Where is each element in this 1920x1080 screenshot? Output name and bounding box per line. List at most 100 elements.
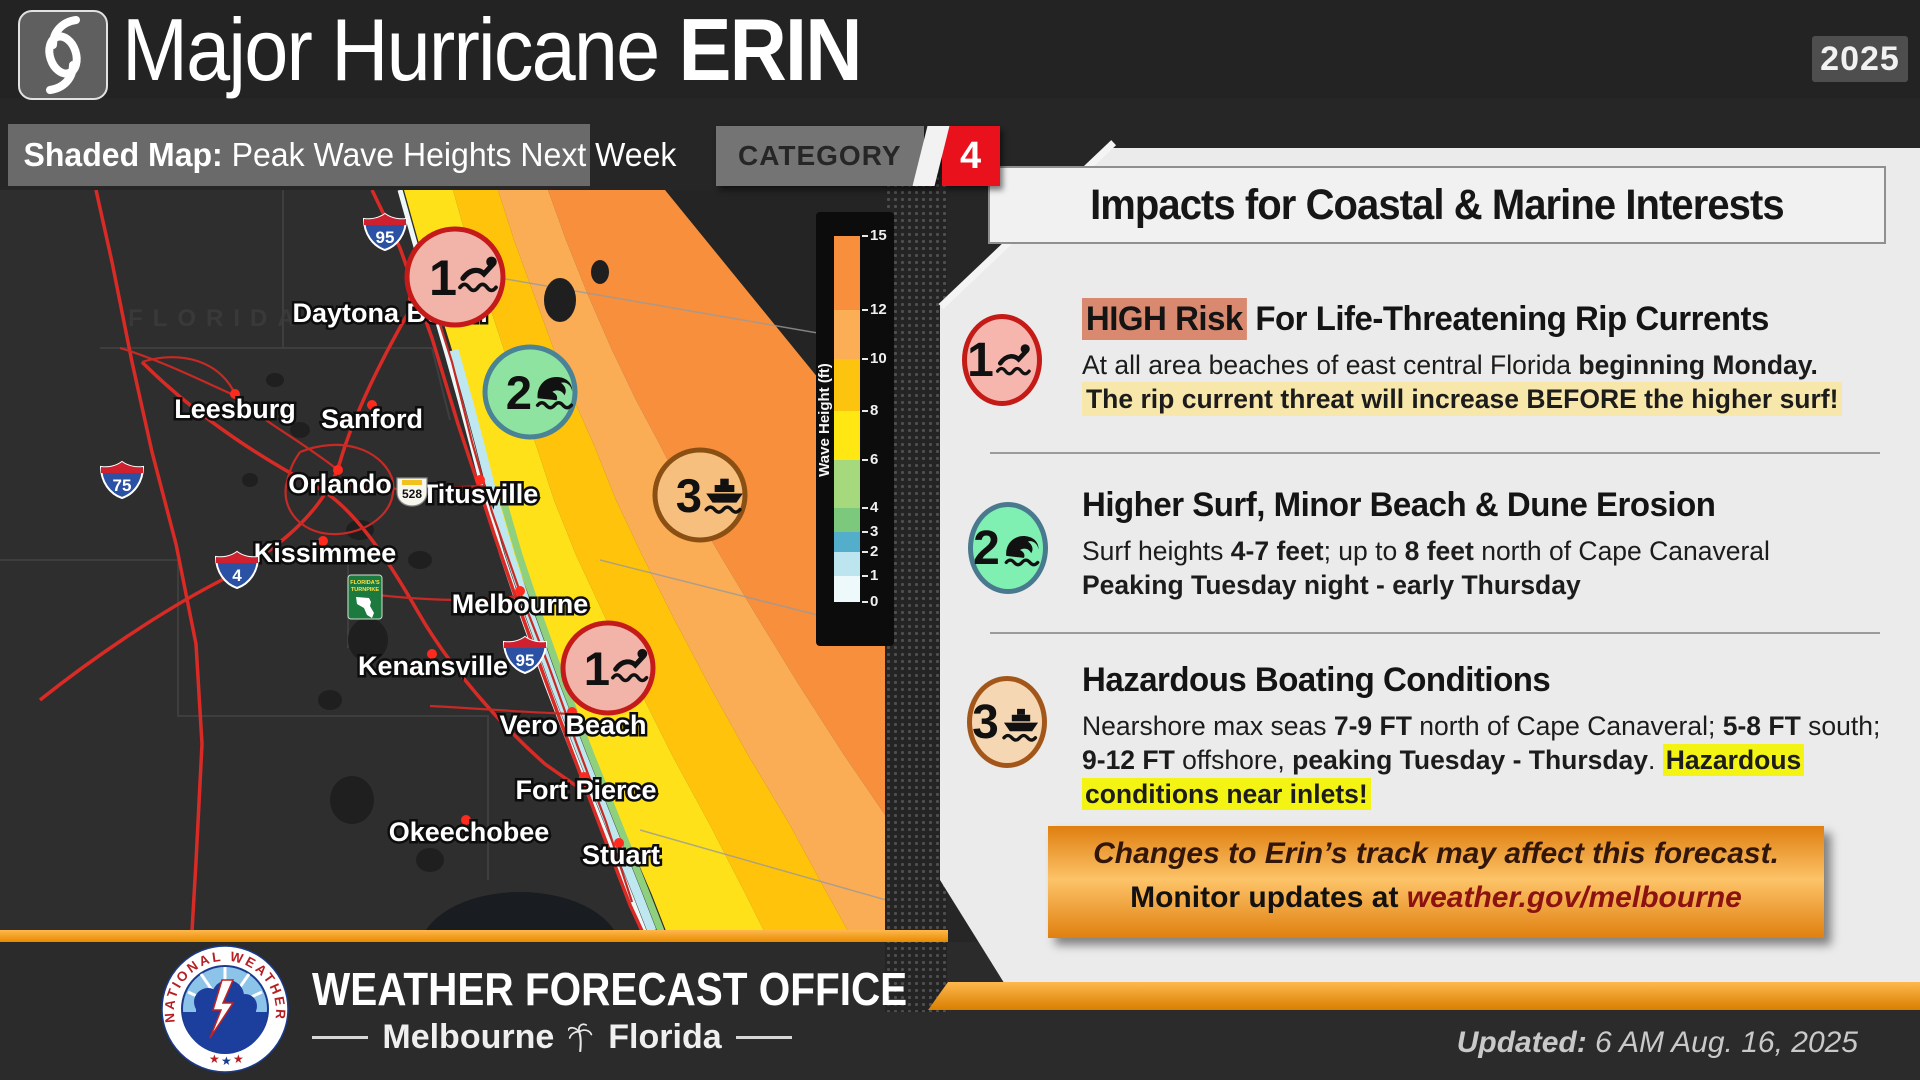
city-dot (475, 475, 485, 485)
city-dot (461, 815, 471, 825)
logo-star: ★ (233, 1052, 244, 1066)
city-dot (333, 465, 343, 475)
hurricane-icon (18, 10, 108, 100)
city-dot (614, 838, 624, 848)
legend-band (834, 508, 860, 532)
orange-bar-left (0, 930, 948, 942)
legend-tick: 2 (862, 543, 878, 560)
svg-text:FLORIDA'S: FLORIDA'S (350, 580, 380, 586)
office-city: Melbourne (382, 1018, 555, 1056)
svg-text:1: 1 (429, 249, 457, 306)
impact1-title: HIGH Risk For Life-Threatening Rip Curre… (1082, 298, 1769, 340)
weather-gov-link[interactable]: weather.gov/melbourne (1406, 881, 1742, 914)
category-label: CATEGORY (716, 126, 924, 186)
city-dot (367, 400, 377, 410)
header-bar (0, 0, 1920, 98)
city-label: Kissimmee (254, 538, 397, 568)
city-dot (515, 586, 525, 596)
svg-text:75: 75 (113, 476, 132, 495)
legend-band (834, 552, 860, 576)
map-marker-1: 1 (404, 226, 506, 328)
legend-band (834, 359, 860, 411)
city-dot (427, 649, 437, 659)
city-label: Kenansville (358, 651, 508, 681)
city-label: Melbourne (452, 589, 589, 619)
impact3-number: 3 (972, 695, 999, 749)
city-label: Titusville (422, 479, 539, 509)
legend-band (834, 460, 860, 508)
legend-band (834, 411, 860, 460)
route-shield: 95 (503, 636, 547, 674)
map-marker-3: 3 (652, 447, 748, 543)
route-shield: 95 (363, 213, 407, 251)
divider-1 (990, 452, 1880, 454)
city-label: Orlando (288, 469, 392, 499)
updated-timestamp: Updated: 6 AM Aug. 16, 2025 (1456, 1026, 1858, 1059)
panel-title: Impacts for Coastal & Marine Interests (1090, 180, 1785, 229)
advisory-box: Changes to Erin’s track may affect this … (1048, 826, 1824, 938)
map-marker-2: 2 (482, 344, 578, 440)
legend-colors (834, 236, 860, 602)
office-location: Melbourne Florida (312, 1018, 792, 1057)
route-shield: 4 (215, 551, 259, 589)
wave-icon (1001, 527, 1043, 569)
logo-star: ★ (209, 1052, 220, 1066)
impact3-text: Nearshore max seas 7-9 FT north of Cape … (1082, 711, 1881, 810)
city-label: Sanford (321, 404, 423, 434)
palm-tree-icon (568, 1023, 593, 1052)
city-label: Stuart (582, 840, 660, 870)
logo-star: ★ (221, 1054, 232, 1068)
legend-tick: 3 (862, 523, 878, 540)
legend-tick: 6 (862, 451, 878, 468)
route-shield: 75 (100, 461, 144, 499)
svg-text:528: 528 (402, 487, 422, 501)
city-dot (567, 707, 577, 717)
city-label: Vero Beach (499, 710, 646, 740)
impact-markers: 1 2 3 1 (404, 226, 748, 716)
route-shield: 528 (396, 477, 428, 507)
svg-text:95: 95 (516, 651, 535, 670)
city-label: Okeechobee (389, 817, 550, 847)
panel-title-box: Impacts for Coastal & Marine Interests (988, 166, 1886, 244)
city-dot (579, 772, 589, 782)
advisory-line2: Monitor updates at weather.gov/melbourne (1130, 881, 1742, 914)
city-dot (230, 389, 240, 399)
legend-tick: 0 (862, 593, 878, 610)
advisory-line1: Changes to Erin’s track may affect this … (1093, 837, 1779, 870)
legend-title: Wave Height (ft) (816, 363, 833, 477)
category-value: 4 (941, 126, 1000, 186)
map-caption: Shaded Map: Peak Wave Heights Next Week (8, 124, 676, 186)
svg-text:2: 2 (506, 367, 532, 420)
boat-icon (1000, 701, 1042, 743)
legend-band (834, 310, 860, 359)
roads-major (38, 189, 644, 932)
city-label: Leesburg (174, 394, 296, 424)
legend-band (834, 576, 860, 602)
dash-right (735, 1036, 792, 1039)
impact3-title: Hazardous Boating Conditions (1082, 661, 1551, 699)
svg-text:3: 3 (676, 470, 702, 523)
swimmer-icon (995, 339, 1037, 381)
florida-watermark: FLORIDA (128, 305, 305, 332)
legend-tick: 1 (862, 567, 878, 584)
impact1-text: At all area beaches of east central Flor… (1082, 348, 1843, 416)
office-title: WEATHER FORECAST OFFICE (312, 963, 908, 1015)
impact1-number: 1 (967, 333, 994, 387)
dash-left (312, 1036, 369, 1039)
svg-text:4: 4 (232, 566, 242, 585)
page-title: Major Hurricane ERIN (122, 0, 862, 99)
year-badge: 2025 (1812, 36, 1908, 82)
map-marker-1: 1 (560, 620, 656, 716)
legend-band (834, 532, 860, 552)
impact2-badge: 2 (968, 502, 1048, 594)
svg-text:95: 95 (376, 228, 395, 247)
impact2-text: Surf heights 4-7 feet; up to 8 feet nort… (1082, 536, 1770, 600)
legend-tick: 10 (862, 350, 887, 367)
svg-text:TURNPIKE: TURNPIKE (351, 587, 379, 593)
category-badge: CATEGORY 4 (716, 126, 1000, 186)
halftone-strip (885, 140, 947, 1012)
